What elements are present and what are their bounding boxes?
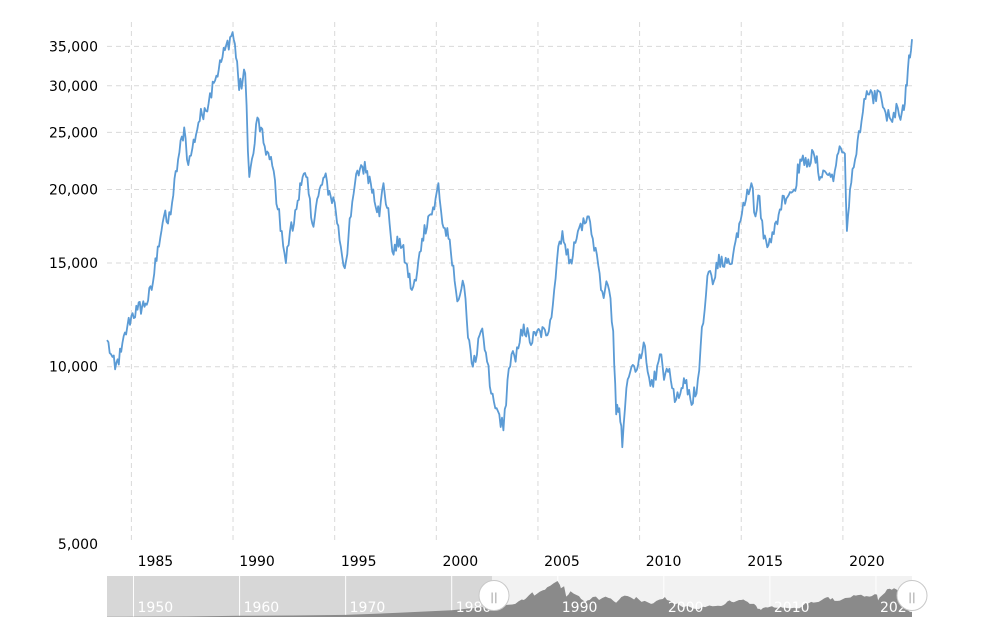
series-line-0	[106, 31, 913, 449]
x-tick-label: 1985	[138, 554, 174, 570]
y-tick-label: 10,000	[49, 360, 98, 376]
navigator-right-handle[interactable]: ||	[896, 580, 928, 611]
x-tick-label: 2005	[544, 554, 580, 570]
y-tick-label: 35,000	[49, 39, 98, 55]
navigator-year-label: 1970	[350, 600, 386, 616]
y-axis-tick-labels: 5,000 10,000 15,000 20,000 25,000 30,000 35,00…	[49, 39, 98, 553]
navigator-year-label: 2000	[668, 600, 704, 616]
y-tick-label: 15,000	[49, 256, 98, 272]
gridlines	[107, 22, 912, 544]
y-tick-label: 25,000	[49, 125, 98, 141]
x-tick-label: 2000	[442, 554, 478, 570]
navigator-unselected-region[interactable]	[107, 576, 492, 617]
navigator-year-label: 1960	[244, 600, 280, 616]
navigator-left-handle[interactable]: ||	[478, 580, 510, 611]
x-tick-label: 1995	[341, 554, 377, 570]
navigator-year-label: 2010	[774, 600, 810, 616]
navigator-year-label: 1990	[562, 600, 598, 616]
y-tick-label: 30,000	[49, 79, 98, 95]
y-tick-label: 20,000	[49, 182, 98, 198]
navigator-series-area	[107, 581, 912, 617]
right-handle-knob[interactable]	[896, 580, 928, 611]
grip-icon: ||	[490, 591, 497, 604]
series-layer	[106, 31, 913, 449]
x-tick-label: 2010	[646, 554, 682, 570]
navigator-year-label: 1950	[138, 600, 174, 616]
left-handle-knob[interactable]	[478, 580, 510, 611]
navigator-scrollbar[interactable]: 1950 1960 1970 1980 1990 2000 2010 2020 || ||	[107, 576, 928, 617]
grip-icon: ||	[908, 591, 915, 604]
navigator-year-labels: 1950 1960 1970 1980 1990 2000 2010 2020	[138, 600, 916, 616]
x-tick-label: 2020	[849, 554, 885, 570]
x-tick-label: 2015	[747, 554, 783, 570]
x-axis-tick-labels: 1985 1990 1995 2000 2005 2010 2015 2020	[138, 554, 885, 570]
x-tick-label: 1990	[239, 554, 275, 570]
y-tick-label: 5,000	[58, 537, 98, 553]
